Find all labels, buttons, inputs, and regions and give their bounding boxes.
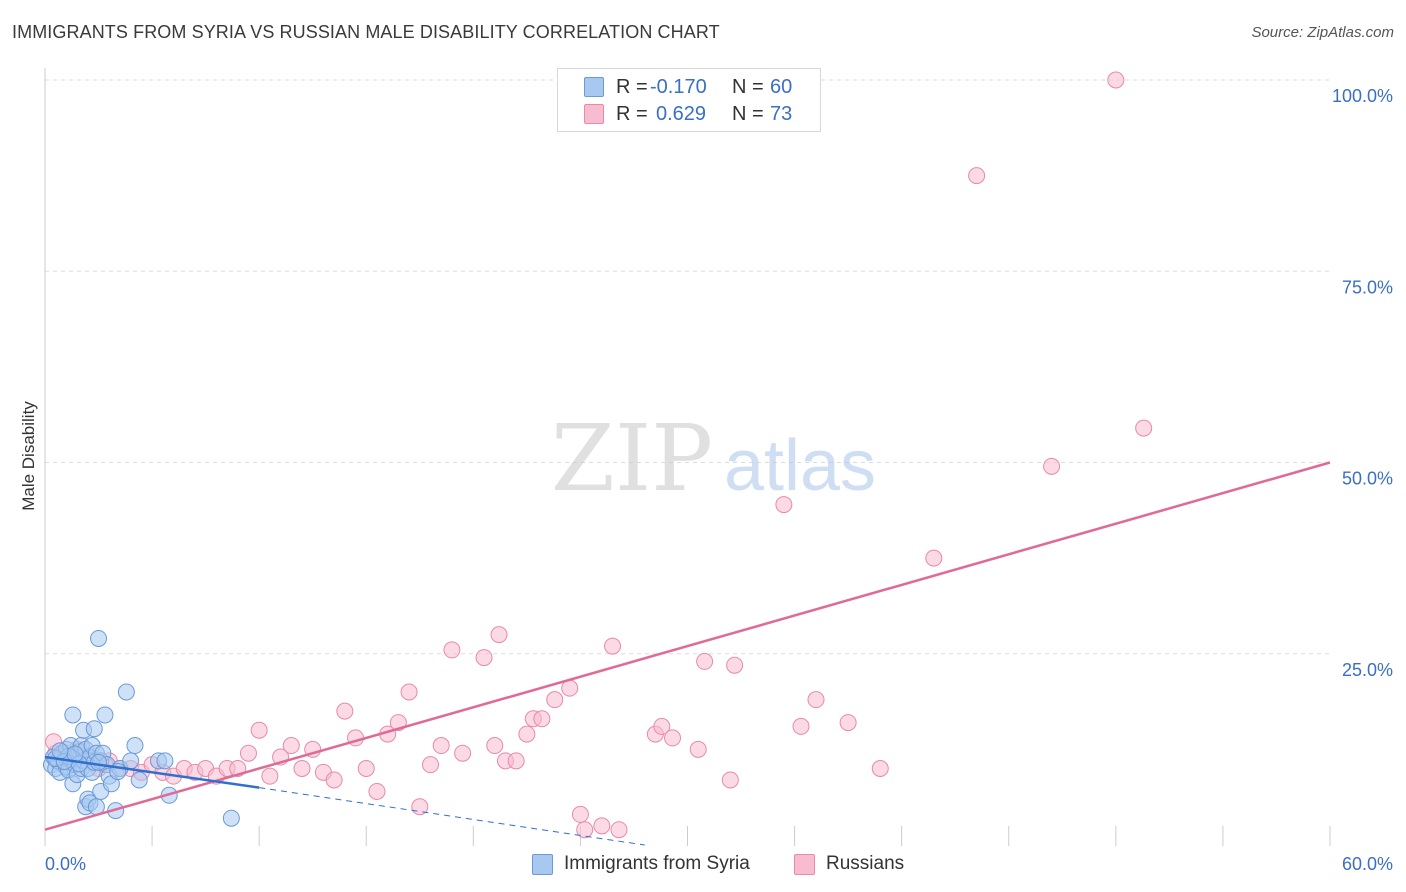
data-point-russians [721,771,739,789]
x-tick-label: 60.0% [1342,854,1393,874]
data-point-russians [610,821,628,839]
data-point-russians [454,744,472,762]
data-point-russians [490,626,508,644]
legend-label-russians: Russians [826,853,905,874]
data-point-syria [126,737,144,755]
data-point-russians [293,760,311,777]
legend-n-label: N = [732,76,764,98]
y-axis-label: Male Disability [19,401,38,511]
data-point-russians [925,549,943,567]
data-point-russians [696,652,714,670]
data-point-russians [593,817,611,835]
data-point-russians [475,649,493,667]
y-tick-label: 25.0% [1342,660,1393,680]
data-point-russians [486,737,504,755]
x-tick-label: 0.0% [45,854,86,874]
series-immigrants-from-syria [42,629,240,827]
data-point-russians [357,760,375,777]
legend-r-label: R = [616,76,648,98]
trend-line-syria-extension [259,787,645,846]
data-point-russians [533,710,551,728]
trend-line-russians [44,461,1331,831]
legend-r-value: 0.629 [656,103,707,125]
data-point-syria [156,752,174,770]
data-point-russians [571,805,589,823]
data-point-syria [85,720,103,738]
data-point-russians [1107,71,1125,89]
correlation-legend: R = -0.170 N = 60 R = 0.629 N = 73 [557,68,821,132]
data-point-syria [130,771,148,789]
data-point-russians [839,714,857,732]
watermark-zip: ZIP [551,405,713,512]
data-point-russians [368,782,386,800]
y-tick-label: 100.0% [1332,86,1393,106]
legend-swatch-russians [794,854,815,875]
data-point-syria [222,809,240,827]
data-point-russians [250,721,268,739]
data-point-syria [96,706,114,724]
data-point-russians [261,767,279,785]
data-point-syria [122,752,140,770]
legend-r-label: R = [616,103,648,125]
data-point-russians [871,760,889,777]
data-point-syria [117,683,135,701]
trend-lines [44,461,1331,846]
data-point-russians [576,821,594,839]
data-point-syria [64,706,82,724]
data-point-russians [443,641,461,659]
chart-title: IMMIGRANTS FROM SYRIA VS RUSSIAN MALE DI… [12,22,720,42]
data-point-russians [775,496,793,514]
data-point-russians [422,756,439,774]
y-tick-label: 75.0% [1342,277,1393,297]
data-point-russians [792,717,810,735]
data-point-russians [726,656,744,674]
series-legend: Immigrants from Syria Russians [0,852,1406,878]
data-point-russians [400,683,418,701]
watermark: ZIP atlas [551,405,876,512]
data-point-russians [664,729,682,747]
legend-swatch-syria [584,77,604,97]
legend-n-value: 73 [770,103,793,125]
data-point-syria [90,629,108,647]
data-point-russians [507,752,525,770]
data-point-russians [1043,457,1061,475]
data-point-russians [325,771,343,789]
data-point-russians [546,691,564,709]
data-point-russians [1135,419,1153,437]
data-point-russians [968,167,986,185]
legend-n-value: 60 [770,76,793,98]
data-point-russians [518,725,536,743]
legend-swatch-russians [584,104,604,124]
data-point-russians [689,740,707,758]
data-point-russians [336,702,354,720]
data-point-syria [90,753,108,771]
watermark-atlas: atlas [724,426,876,506]
legend-r-value: -0.170 [650,76,707,98]
grid-lines [45,79,1330,655]
data-point-russians [604,637,622,655]
source-label: Source: ZipAtlas.com [1251,24,1394,41]
y-tick-label: 50.0% [1342,469,1393,489]
tick-labels: 100.0% 75.0% 50.0% 25.0% 0.0% 60.0% [45,86,1393,874]
legend-swatch-syria [532,854,553,875]
legend-n-label: N = [732,103,764,125]
trend-line-syria [44,755,260,789]
data-point-russians [653,717,671,735]
data-point-russians [807,691,825,709]
data-point-russians [432,737,450,755]
data-point-syria [51,742,69,760]
legend-label-syria: Immigrants from Syria [564,853,750,874]
data-point-russians [239,744,257,762]
data-point-russians [282,737,300,755]
